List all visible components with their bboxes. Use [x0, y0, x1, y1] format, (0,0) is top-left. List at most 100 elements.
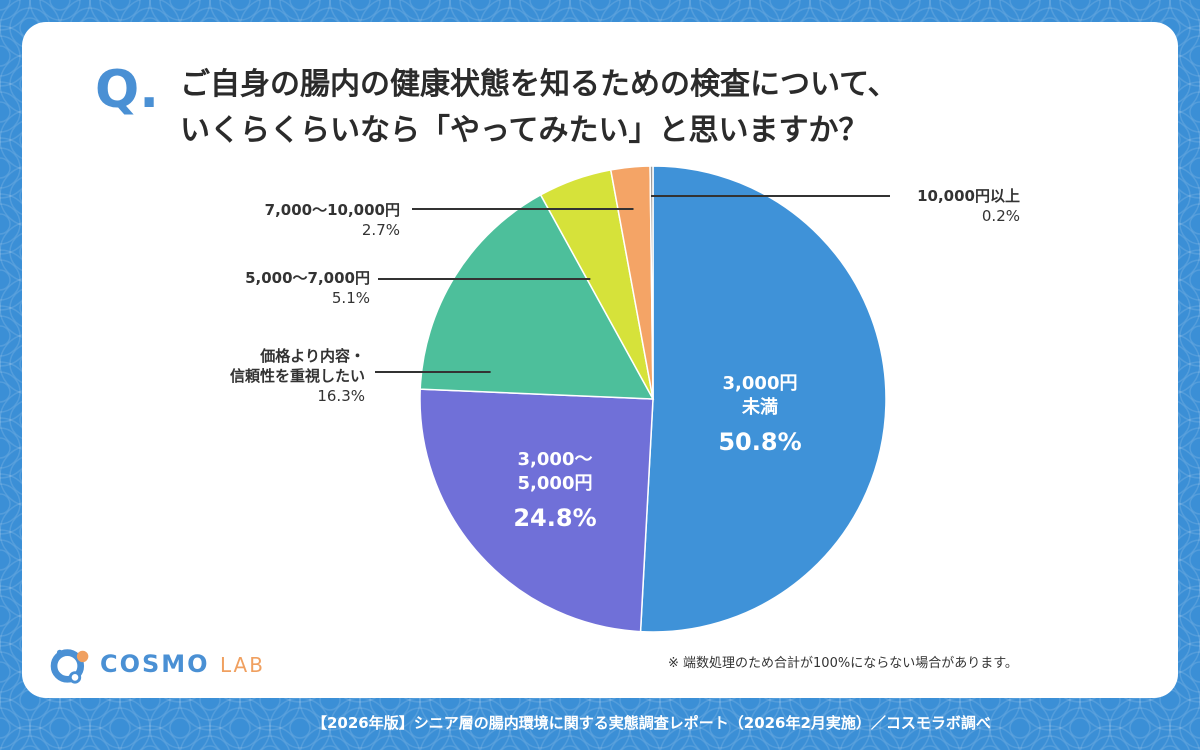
wave-arc — [0, 725, 61, 750]
wave-arc — [399, 0, 441, 21]
wave-arc — [370, 735, 410, 750]
wave-arc — [29, 697, 91, 750]
wave-arc — [1030, 735, 1070, 750]
wave-arc — [0, 203, 21, 245]
slice-value-under-3000: 50.8% — [718, 428, 802, 456]
wave-arc — [141, 745, 159, 750]
wave-arc — [1150, 735, 1190, 750]
wave-arc — [49, 0, 71, 11]
wave-arc — [0, 213, 11, 235]
wave-arc — [589, 717, 611, 739]
wave-arc — [0, 325, 11, 347]
wave-arc — [699, 0, 741, 21]
wave-arc — [389, 697, 451, 750]
wave-arc — [159, 0, 201, 21]
slice-value-5000-7000: 5.1% — [331, 289, 370, 307]
question-title: ご自身の腸内の健康状態を知るための検査について、 いくらくらいなら「やってみたい… — [180, 62, 898, 154]
footer-source: 【2026年版】シニア層の腸内環境に関する実態調査レポート（2026年2月実施）… — [312, 714, 991, 732]
wave-arc — [219, 707, 261, 749]
wave-arc — [1189, 437, 1200, 459]
wave-arc — [149, 697, 211, 750]
logo-word-lab: LAB — [219, 653, 265, 677]
wave-arc — [529, 717, 551, 739]
wave-arc — [310, 735, 350, 750]
wave-arc — [89, 697, 151, 750]
wave-arc — [1059, 707, 1101, 749]
wave-arc — [1179, 371, 1200, 413]
wave-arc — [1079, 725, 1141, 750]
wave-arc — [599, 725, 661, 750]
wave-arc — [719, 725, 781, 750]
wave-arc — [829, 0, 851, 11]
wave-arc — [659, 725, 721, 750]
wave-arc — [109, 0, 131, 11]
wave-arc — [790, 735, 830, 750]
wave-arc — [430, 735, 470, 750]
wave-arc — [109, 717, 131, 739]
wave-arc — [970, 735, 1010, 750]
wave-arc — [339, 707, 381, 749]
wave-arc — [1189, 213, 1200, 235]
slice-label-3000-5000-line1: 3,000〜 — [517, 449, 593, 470]
wave-arc — [1139, 725, 1200, 750]
wave-arc — [99, 707, 141, 749]
wave-arc — [0, 437, 11, 459]
wave-arc — [321, 745, 339, 750]
wave-arc — [179, 725, 241, 750]
wave-arc — [819, 707, 861, 749]
wave-arc — [490, 735, 530, 750]
wave-arc — [0, 605, 11, 627]
wave-arc — [349, 0, 371, 11]
wave-arc — [850, 735, 890, 750]
wave-arc — [1189, 101, 1200, 123]
slice-value-7000-10000: 2.7% — [361, 221, 400, 239]
slice-label-7000-10000: 7,000〜10,000円 2.7% — [200, 200, 400, 240]
wave-arc — [0, 147, 21, 189]
wave-arc — [81, 745, 99, 750]
wave-arc — [561, 745, 579, 750]
wave-arc — [0, 697, 31, 750]
wave-arc — [70, 735, 110, 750]
wave-arc — [1179, 595, 1200, 637]
wave-arc — [861, 745, 879, 750]
cosmo-lab-logo-icon — [50, 649, 89, 684]
wave-arc — [1019, 725, 1081, 750]
slice-label-3000-5000: 3,000〜 5,000円 24.8% — [500, 448, 610, 534]
wave-arc — [1161, 745, 1179, 750]
wave-arc — [1189, 269, 1200, 291]
wave-arc — [1179, 707, 1200, 749]
wave-arc — [0, 493, 11, 515]
wave-arc — [0, 315, 21, 357]
wave-arc — [759, 707, 801, 749]
wave-arc — [0, 91, 21, 133]
pie-slice-quality — [419, 193, 655, 400]
slice-label-5000-7000: 5,000〜7,000円 5.1% — [170, 268, 370, 308]
pie-slice-over-10000 — [649, 165, 654, 400]
wave-arc — [0, 595, 21, 637]
slice-label-quality-line1: 価格より内容・ — [260, 347, 365, 365]
wave-arc — [409, 0, 431, 11]
wave-arc — [159, 707, 201, 749]
wave-arc — [0, 371, 21, 413]
wave-arc — [0, 35, 21, 77]
wave-arc — [741, 745, 759, 750]
wave-arc — [1189, 157, 1200, 179]
wave-arc — [39, 707, 81, 749]
wave-arc — [0, 381, 11, 403]
wave-arc — [229, 0, 251, 11]
wave-arc — [130, 735, 170, 750]
wave-arc — [459, 0, 501, 21]
wave-arc — [959, 725, 1021, 750]
wave-arc — [359, 725, 421, 750]
wave-arc — [899, 725, 961, 750]
wave-arc — [989, 697, 1051, 750]
wave-arc — [239, 725, 301, 750]
wave-arc — [539, 725, 601, 750]
wave-arc — [399, 707, 441, 749]
wave-arc — [1069, 0, 1091, 11]
wave-arc — [201, 745, 219, 750]
wave-arc — [99, 0, 141, 21]
slice-label-quality: 価格より内容・ 信頼性を重視したい 16.3% — [150, 346, 365, 406]
wave-arc — [589, 0, 611, 11]
